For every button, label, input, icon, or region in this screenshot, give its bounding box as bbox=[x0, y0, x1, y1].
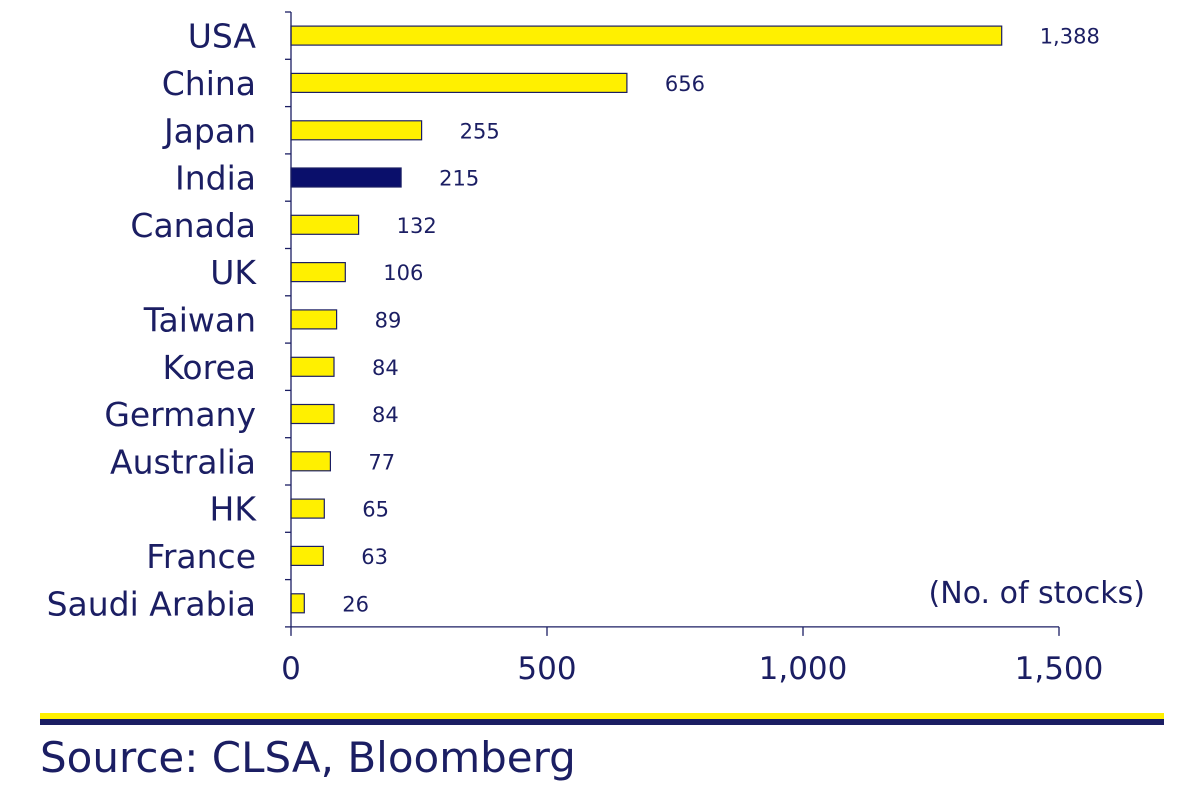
category-label-china: China bbox=[162, 64, 256, 103]
value-label-france: 63 bbox=[361, 545, 388, 569]
category-label-uk: UK bbox=[210, 253, 257, 292]
bar-france bbox=[290, 545, 324, 567]
bar-china bbox=[290, 72, 628, 94]
value-label-germany: 84 bbox=[372, 403, 399, 427]
value-label-hk: 65 bbox=[362, 498, 389, 522]
category-label-france: France bbox=[146, 537, 256, 576]
source-note: Source: CLSA, Bloomberg bbox=[40, 733, 576, 782]
category-label-usa: USA bbox=[188, 17, 257, 56]
value-label-korea: 84 bbox=[372, 356, 399, 380]
value-label-saudi-arabia: 26 bbox=[342, 592, 369, 616]
bar-usa bbox=[290, 25, 1003, 46]
value-label-india: 215 bbox=[439, 167, 479, 191]
axes-group bbox=[285, 11, 1060, 636]
bar-japan bbox=[290, 120, 423, 141]
category-label-hk: HK bbox=[210, 490, 258, 529]
x-tick-label: 1,500 bbox=[1015, 651, 1104, 687]
category-label-germany: Germany bbox=[104, 395, 256, 434]
x-tick-label: 1,000 bbox=[759, 651, 848, 687]
bar-australia bbox=[290, 451, 332, 472]
bar-canada bbox=[290, 214, 360, 235]
bar-uk bbox=[290, 262, 346, 283]
value-label-canada: 132 bbox=[397, 214, 437, 238]
category-label-australia: Australia bbox=[110, 442, 256, 481]
footer-rule-navy bbox=[40, 719, 1164, 725]
bar-germany bbox=[290, 403, 335, 425]
value-label-china: 656 bbox=[665, 72, 705, 96]
x-tick-label: 0 bbox=[281, 651, 301, 687]
category-label-india: India bbox=[175, 159, 256, 198]
category-label-taiwan: Taiwan bbox=[143, 300, 256, 339]
category-label-japan: Japan bbox=[162, 111, 256, 150]
value-label-japan: 255 bbox=[460, 119, 500, 143]
bar-hk bbox=[290, 498, 325, 519]
value-label-usa: 1,388 bbox=[1040, 25, 1100, 49]
value-label-australia: 77 bbox=[368, 450, 395, 474]
bar-india bbox=[290, 167, 402, 188]
value-label-taiwan: 89 bbox=[375, 308, 402, 332]
category-label-saudi-arabia: Saudi Arabia bbox=[47, 584, 256, 623]
bar-taiwan bbox=[290, 309, 338, 330]
bar-saudi-arabia bbox=[290, 593, 305, 614]
category-label-canada: Canada bbox=[130, 206, 256, 245]
x-tick-labels: 0 500 1,000 1,500 bbox=[281, 651, 1103, 687]
value-label-uk: 106 bbox=[383, 261, 423, 285]
unit-label: (No. of stocks) bbox=[929, 576, 1145, 611]
bar-chart: USA China Japan India Canada UK Taiwan Korea Ger… bbox=[47, 11, 1145, 687]
category-labels: USA China Japan India Canada UK Taiwan Korea Ger… bbox=[47, 17, 258, 624]
footer-rule-yellow bbox=[40, 713, 1164, 719]
bar-korea bbox=[290, 356, 335, 377]
category-label-korea: Korea bbox=[162, 348, 256, 387]
x-tick-label: 500 bbox=[517, 651, 576, 687]
